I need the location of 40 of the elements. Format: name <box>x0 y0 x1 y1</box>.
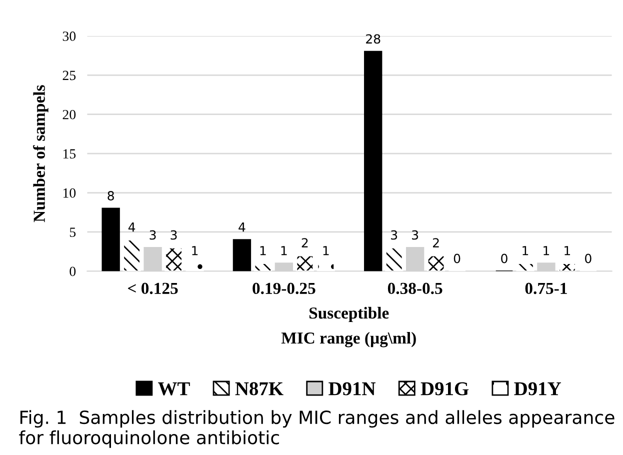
x-tick-label: 0.75-1 <box>525 282 567 294</box>
data-label: 4 <box>128 222 136 232</box>
y-tick-label: 30 <box>62 32 76 41</box>
data-label: 1 <box>192 246 198 256</box>
data-label: 3 <box>391 230 398 240</box>
data-label: 2 <box>432 238 439 248</box>
data-label: 2 <box>302 238 308 248</box>
data-label: 3 <box>170 230 177 240</box>
data-label: 1 <box>564 246 570 256</box>
legend-label: D91N <box>328 382 376 396</box>
data-label: 1 <box>522 246 528 256</box>
data-label: 1 <box>544 246 550 256</box>
x-tick-label: < 0.125 <box>128 282 178 294</box>
y-tick-label: 15 <box>63 149 76 159</box>
data-label: 1 <box>281 246 287 256</box>
y-tick-label: 0 <box>70 266 76 276</box>
data-label: 1 <box>323 246 329 256</box>
data-label: 1 <box>260 246 266 256</box>
caption: Fig. 1 Samples distribution by MIC ranges and alleles appearance for fluoroquinolone antibiotic <box>19 410 614 448</box>
y-tick-label: 20 <box>62 110 76 120</box>
data-label: 28 <box>366 34 380 44</box>
data-label: 0 <box>501 254 508 264</box>
data-label: 4 <box>238 222 246 232</box>
data-label: 3 <box>150 230 156 240</box>
legend-label: N87K <box>235 382 284 396</box>
data-label: 0 <box>454 254 460 264</box>
data-label: 0 <box>585 254 592 264</box>
legend-label: D91Y <box>514 382 561 396</box>
data-label: 3 <box>412 230 418 240</box>
y-axis-title: Number of sampels <box>33 85 48 222</box>
legend-label: WT <box>158 382 190 396</box>
x-tick-label: 0.38-0.5 <box>388 282 442 294</box>
text: Susceptible <box>309 306 389 322</box>
x-tick-label: 0.19-0.25 <box>252 282 316 294</box>
y-tick-label: 5 <box>70 228 76 237</box>
data-label: 8 <box>108 191 114 200</box>
y-tick-label: 25 <box>62 70 76 80</box>
legend-label: D91G <box>420 382 469 396</box>
y-tick-label: 10 <box>63 188 76 198</box>
x-axis-title: MIC range (µg\ml) <box>281 332 416 348</box>
